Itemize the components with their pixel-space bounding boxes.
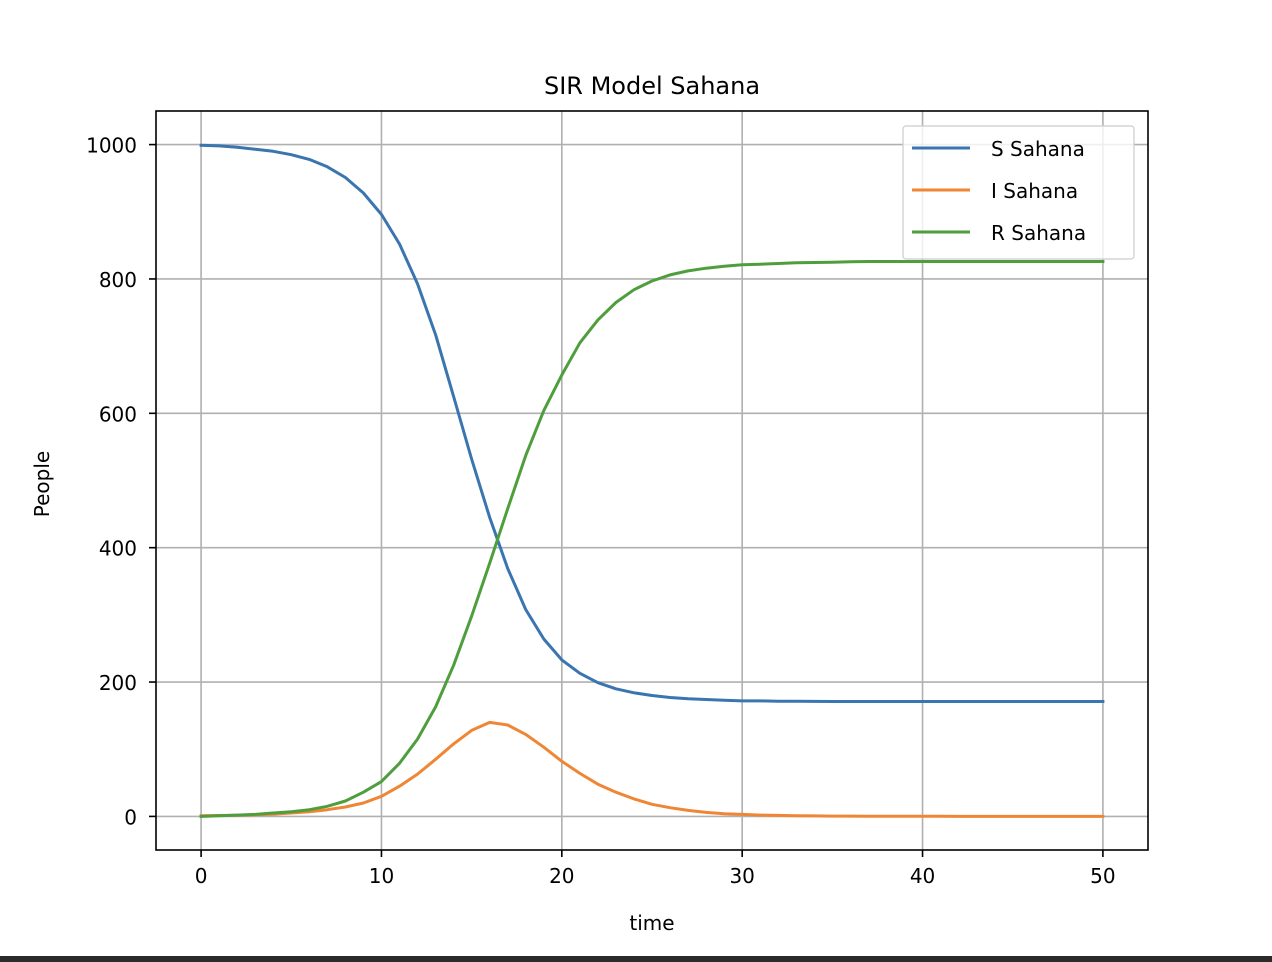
legend-label: R Sahana	[991, 221, 1086, 245]
y-tick-label: 800	[99, 268, 137, 292]
x-tick-label: 0	[195, 864, 208, 888]
x-tick-label: 50	[1090, 864, 1115, 888]
chart-title: SIR Model Sahana	[544, 72, 760, 100]
grid-lines	[156, 111, 1148, 850]
x-tick-label: 10	[369, 864, 394, 888]
plot-frame	[155, 110, 1149, 851]
axis-ticks: 0 10 20 30 40 50 0 200 400 600 800 1000	[86, 134, 1116, 888]
series-line-1	[199, 143, 1105, 703]
legend: S Sahana I Sahana R Sahana	[902, 125, 1135, 260]
series-line-2	[199, 720, 1105, 818]
x-tick-label: 30	[729, 864, 754, 888]
y-tick-label: 1000	[86, 134, 137, 158]
y-tick-label: 200	[99, 671, 137, 695]
window-bottom-edge	[0, 956, 1272, 962]
series-lines	[199, 143, 1105, 818]
legend-label: I Sahana	[991, 179, 1078, 203]
x-axis-label: time	[629, 911, 674, 935]
legend-label: S Sahana	[991, 137, 1085, 161]
y-tick-label: 0	[124, 805, 137, 829]
series-line-3	[199, 260, 1105, 818]
x-tick-label: 20	[549, 864, 574, 888]
y-tick-label: 400	[99, 537, 137, 561]
y-axis-label: People	[30, 451, 54, 517]
x-tick-label: 40	[910, 864, 935, 888]
legend-box	[902, 125, 1135, 260]
y-tick-label: 600	[99, 402, 137, 426]
